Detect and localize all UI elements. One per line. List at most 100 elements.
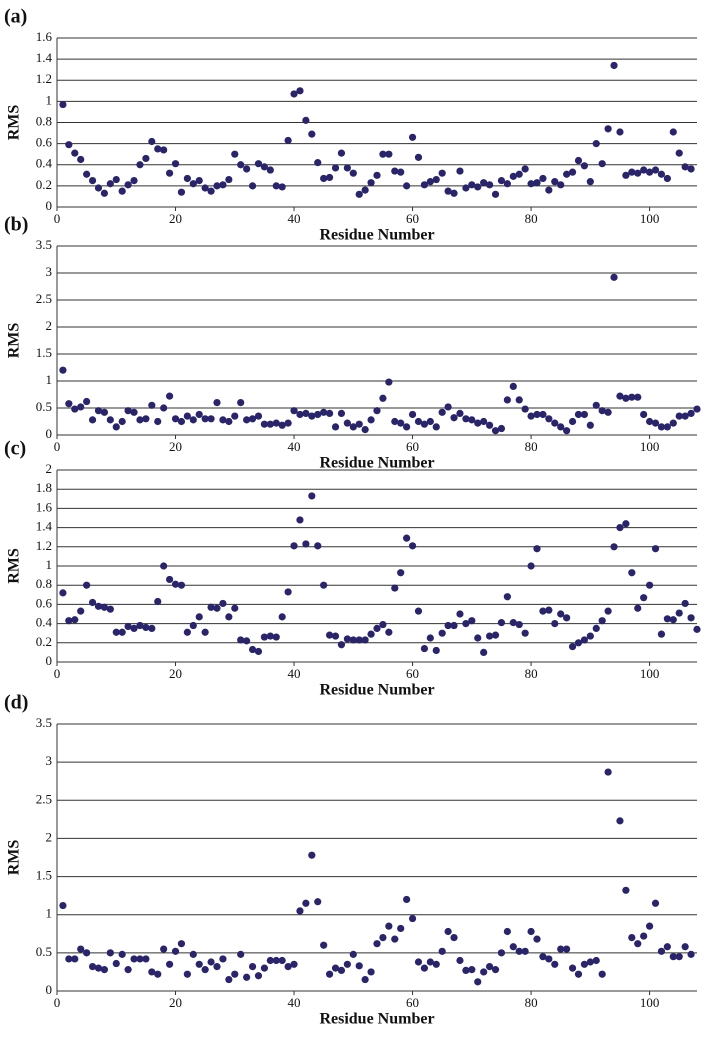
data-point (397, 569, 405, 577)
data-point (189, 621, 197, 630)
data-point (118, 950, 126, 958)
data-point (622, 171, 630, 179)
data-point (367, 179, 375, 187)
data-point (213, 182, 221, 190)
data-point (296, 516, 304, 524)
data-point (130, 955, 138, 963)
data-point (325, 409, 334, 417)
data-point (302, 899, 310, 907)
data-point (201, 415, 209, 423)
data-point (272, 419, 280, 427)
data-point (391, 417, 399, 426)
y-tick-label: 3.5 (36, 715, 52, 730)
data-point (65, 955, 73, 963)
data-point (254, 412, 263, 420)
data-point (165, 392, 174, 400)
data-point (284, 962, 292, 971)
x-tick-label: 60 (406, 995, 419, 1010)
x-tick-label: 40 (288, 666, 301, 681)
data-point (237, 399, 245, 407)
data-point (403, 895, 411, 904)
data-point (71, 149, 79, 157)
data-point (219, 181, 227, 189)
data-point (71, 616, 79, 624)
data-point (83, 581, 91, 589)
data-point (414, 417, 423, 426)
data-point (545, 955, 553, 963)
data-point (284, 419, 292, 427)
data-point (574, 156, 583, 165)
data-point (468, 181, 476, 189)
data-point (675, 149, 683, 157)
data-point (628, 569, 636, 577)
data-point (604, 408, 612, 416)
data-point (450, 189, 458, 197)
data-point (515, 170, 523, 178)
data-point (391, 584, 399, 592)
data-point (165, 960, 174, 968)
data-point (343, 635, 351, 643)
data-point (385, 628, 393, 636)
y-tick-label: 0 (46, 982, 53, 997)
data-point (130, 408, 138, 416)
data-point (557, 945, 565, 953)
data-point (219, 599, 227, 608)
data-point (568, 643, 577, 651)
data-point (160, 562, 168, 570)
y-tick-label: 1.6 (36, 499, 53, 514)
data-point (420, 964, 429, 972)
data-point (361, 975, 369, 984)
data-point (385, 922, 393, 930)
data-point (124, 966, 132, 974)
data-point (302, 409, 310, 417)
x-tick-label: 40 (288, 211, 301, 226)
data-point (592, 956, 600, 965)
data-point (604, 768, 612, 776)
data-point (118, 187, 126, 195)
data-point (687, 165, 695, 173)
data-point (320, 581, 328, 589)
x-tick-label: 80 (525, 995, 538, 1010)
x-tick-label: 0 (54, 666, 61, 681)
data-point (118, 417, 126, 426)
data-point (521, 947, 529, 955)
data-point (243, 416, 251, 424)
data-point (444, 621, 452, 630)
data-point (408, 542, 417, 550)
data-point (130, 176, 138, 185)
data-point (349, 423, 357, 431)
data-point (509, 943, 517, 951)
y-tick-label: 0.5 (36, 399, 52, 414)
data-point (474, 978, 482, 986)
data-point (468, 966, 476, 974)
data-point (136, 621, 144, 630)
data-point (213, 399, 221, 407)
data-point (480, 179, 488, 187)
data-point (474, 419, 482, 427)
y-tick-label: 2 (46, 318, 53, 333)
data-point (160, 945, 168, 953)
data-point (361, 186, 369, 194)
data-point (497, 424, 506, 433)
data-point (651, 419, 660, 427)
data-point (189, 180, 197, 188)
data-point (468, 416, 476, 424)
data-point (77, 403, 85, 411)
data-point (545, 606, 553, 614)
data-point (616, 817, 624, 825)
data-point (693, 625, 701, 633)
data-point (539, 410, 547, 419)
data-point (100, 189, 109, 197)
data-point (349, 636, 357, 644)
data-point (171, 947, 180, 955)
data-point (248, 415, 257, 423)
data-point (314, 542, 322, 550)
data-point (681, 599, 689, 608)
x-tick-label: 20 (169, 211, 182, 226)
data-point (480, 968, 488, 976)
data-point (308, 492, 316, 500)
data-point (640, 410, 648, 419)
data-point (497, 619, 506, 627)
data-point (557, 181, 565, 189)
data-point (462, 620, 470, 628)
